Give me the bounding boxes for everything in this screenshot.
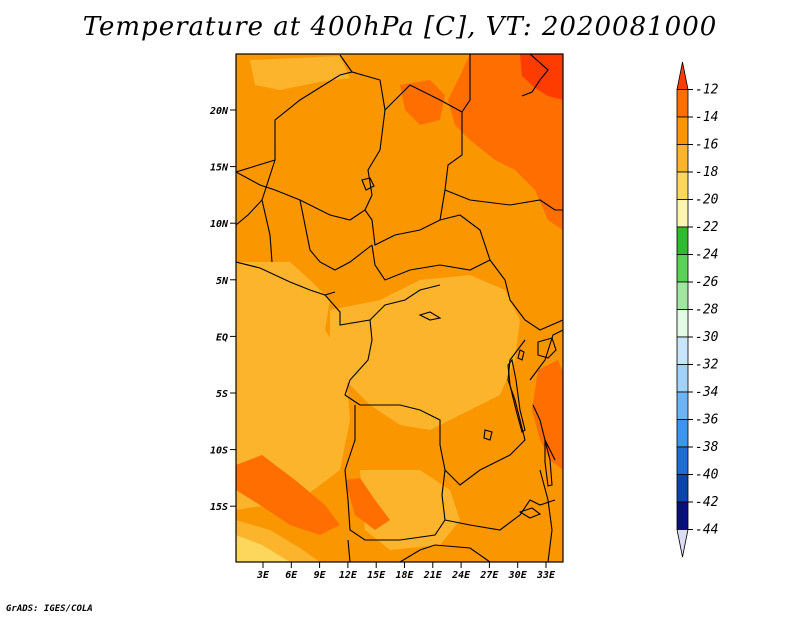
field-coolest-southwest-corner <box>236 535 290 562</box>
colorbar-swatch <box>676 144 689 173</box>
colorbar-bottom-triangle <box>676 529 689 558</box>
colorbar-label: -22 <box>695 220 719 235</box>
lon-tick-label: 3E <box>256 570 270 581</box>
field-warm-east-africa <box>532 360 563 470</box>
colorbar-swatch <box>676 89 689 118</box>
lon-tick-label: 12E <box>339 570 358 581</box>
colorbar-swatch <box>676 336 689 365</box>
colorbar-swatch <box>676 254 689 283</box>
colorbar-swatch <box>676 391 689 420</box>
grads-credit: GrADS: IGES/COLA <box>6 604 93 614</box>
lake-malawi <box>544 439 553 487</box>
lake-kivu <box>517 349 525 361</box>
colorbar-label: -44 <box>695 523 718 538</box>
lake-mweru <box>483 429 493 441</box>
colorbar-label: -38 <box>695 440 719 455</box>
lat-tick-label: 5S <box>216 389 228 400</box>
lon-tick-label: 24E <box>451 570 471 581</box>
field-cool-south-mid <box>360 470 460 550</box>
colorbar-swatch <box>676 171 689 200</box>
field-cool-west-coast <box>236 262 350 510</box>
lake-kariba <box>518 507 542 519</box>
field-cool-north-sahel <box>250 56 350 90</box>
colorbar-swatch <box>676 281 689 310</box>
latitude-axis: 20N 15N 10N 5N EQ 5S 10S 15S <box>209 106 236 513</box>
lakes <box>361 177 557 519</box>
colorbar-label: -28 <box>695 303 719 318</box>
field-warm-band-south <box>345 478 390 530</box>
lake-tanganyika <box>507 358 526 433</box>
lake-chad <box>361 177 375 191</box>
temperature-field <box>236 54 563 562</box>
lon-tick-label: 18E <box>395 570 414 581</box>
field-warm-band-southwest <box>236 455 340 535</box>
lon-tick-label: 9E <box>314 570 327 581</box>
colorbar-label: -14 <box>695 110 718 125</box>
colorbar-label: -32 <box>695 358 719 373</box>
colorbar-label: -40 <box>695 468 719 483</box>
colorbar-label: -42 <box>695 495 719 510</box>
lon-tick-label: 21E <box>423 570 443 581</box>
colorbar-label: -18 <box>695 165 719 180</box>
field-warm-band-northeast <box>448 54 563 230</box>
colorbar-label: -36 <box>695 413 719 428</box>
lat-tick-label: 20N <box>209 106 229 117</box>
lat-tick-label: EQ <box>216 332 228 343</box>
field-cool-congo-basin <box>330 275 520 430</box>
lon-tick-label: 30E <box>508 570 528 581</box>
lake-victoria <box>537 337 557 359</box>
colorbar-swatch <box>676 364 689 393</box>
colorbar-label: -24 <box>695 248 718 263</box>
lat-tick-label: 10N <box>210 219 229 230</box>
colorbar-top-triangle <box>676 61 689 90</box>
colorbar-label: -34 <box>695 385 718 400</box>
colorbar: -12 -14 -16 -18 -20 -22 -24 -26 -28 -30 -32 -34 -36 -… <box>676 61 719 558</box>
colorbar-swatch <box>676 446 689 475</box>
colorbar-label: -30 <box>695 330 719 345</box>
colorbar-label: -26 <box>695 275 719 290</box>
map-frame <box>235 53 564 563</box>
colorbar-label: -20 <box>695 193 719 208</box>
colorbar-label: -16 <box>695 138 719 153</box>
colorbar-swatch <box>676 419 689 448</box>
lat-tick-label: 10S <box>210 446 228 457</box>
colorbar-swatch <box>676 474 689 503</box>
lon-tick-label: 33E <box>536 570 556 581</box>
colorbar-swatch <box>676 309 689 338</box>
lat-tick-label: 15N <box>210 163 229 174</box>
field-warm-band-northcentral <box>400 80 445 125</box>
map-title: Temperature at 400hPa [C], VT: 202008100… <box>82 12 718 42</box>
colorbar-swatch <box>676 226 689 255</box>
colorbar-swatch <box>676 501 689 530</box>
colorbar-swatch <box>676 199 689 228</box>
colorbar-swatch <box>676 116 689 145</box>
lat-tick-label: 15S <box>210 502 228 513</box>
lon-tick-label: 15E <box>367 570 386 581</box>
lon-tick-label: 27E <box>479 570 499 581</box>
longitude-axis: 3E 6E 9E 12E 15E 18E 21E 24E 27E 30E 33E <box>256 562 556 581</box>
field-warm-core-northeast <box>520 54 563 100</box>
lon-tick-label: 6E <box>285 570 298 581</box>
lat-tick-label: 5N <box>216 276 229 287</box>
lake-tumba <box>418 311 442 321</box>
colorbar-label: -12 <box>695 83 719 98</box>
